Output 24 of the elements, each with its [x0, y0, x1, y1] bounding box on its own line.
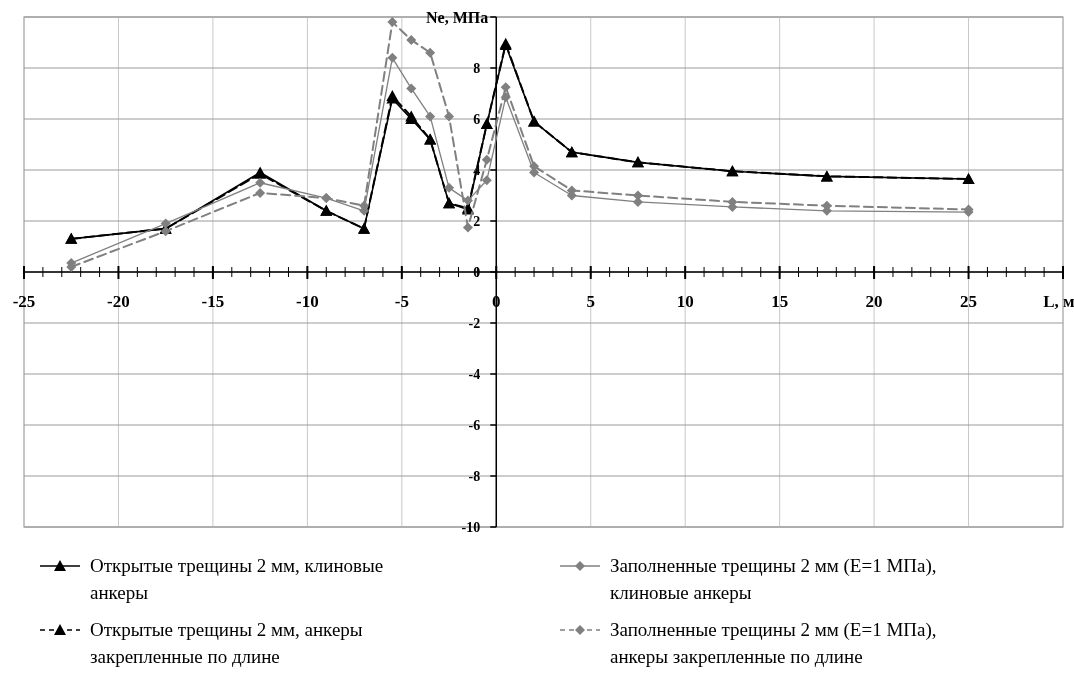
y-tick-label: 6	[473, 112, 481, 127]
x-axis-title: L, м	[1043, 292, 1074, 311]
y-tick-label: -6	[468, 418, 481, 433]
x-tick-label: -10	[296, 292, 319, 311]
x-tick-label: 5	[586, 292, 595, 311]
y-tick-label: -2	[468, 316, 481, 331]
x-tick-label: -5	[394, 292, 409, 311]
y-tick-label: 2	[473, 214, 481, 229]
x-tick-label: -20	[107, 292, 130, 311]
x-tick-label: 20	[865, 292, 883, 311]
legend-label: Заполненные трещины 2 мм (E=1 МПа), анкеры закрепленные по длине	[610, 619, 937, 667]
y-tick-label: -10	[461, 520, 481, 535]
y-tick-label: -4	[468, 367, 481, 382]
y-tick-label: -8	[468, 469, 481, 484]
x-tick-label: 15	[771, 292, 789, 311]
legend-label: Заполненные трещины 2 мм (E=1 МПа), клиновые анкеры	[610, 555, 937, 603]
y-axis-title: Ne, МПа	[426, 9, 489, 26]
x-tick-label: -15	[201, 292, 225, 311]
legend-label: Открытые трещины 2 мм, анкеры закрепленные по длине	[90, 619, 363, 667]
x-tick-label: -25	[12, 292, 36, 311]
x-tick-label: 25	[960, 292, 978, 311]
x-tick-label: 10	[676, 292, 694, 311]
legend-label: Открытые трещины 2 мм, клиновые анкеры	[90, 555, 384, 603]
y-tick-label: 8	[473, 61, 481, 76]
